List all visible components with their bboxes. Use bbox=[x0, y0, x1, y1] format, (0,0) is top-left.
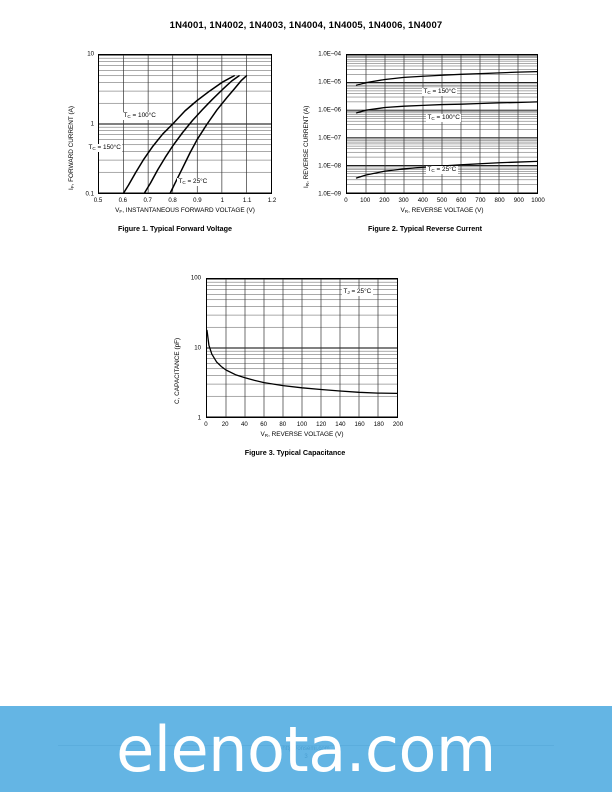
x-tick-label: 100 bbox=[296, 421, 308, 428]
x-tick-label: 0.9 bbox=[193, 197, 202, 204]
x-tick-label: 140 bbox=[335, 421, 346, 428]
y-tick-label: 1.0E–07 bbox=[318, 134, 341, 142]
x-tick-label: 160 bbox=[354, 421, 365, 428]
x-tick-label: 1000 bbox=[531, 197, 545, 204]
x-tick-label: 1.1 bbox=[242, 197, 252, 204]
x-tick-label: 180 bbox=[373, 421, 384, 428]
figure-3-x-ticks: 0 20 40 60 80 100 120 140 160 180 200 bbox=[204, 420, 403, 432]
figure-2-y-ticks: 1.0E–04 1.0E–05 1.0E–06 1.0E–07 1.0E–08 1.0E–… bbox=[308, 50, 343, 198]
y-tick-label: 1.0E–05 bbox=[318, 78, 341, 86]
x-tick-label: 120 bbox=[316, 421, 327, 428]
y-tick-label: 100 bbox=[190, 274, 201, 282]
figure-2-annotation-25c: TC = 25°C bbox=[426, 165, 458, 174]
figure-3-x-axis-label: VR, REVERSE VOLTAGE (V) bbox=[260, 431, 344, 439]
x-tick-label: 600 bbox=[456, 197, 467, 204]
figure-2-annotation-100c: TC = 100°C bbox=[426, 113, 462, 122]
x-tick-label: 200 bbox=[392, 421, 404, 428]
figure-1-x-ticks: 0.5 0.6 0.7 0.8 0.9 1 1.1 1.2 bbox=[94, 196, 276, 208]
x-tick-label: 0.8 bbox=[168, 197, 177, 204]
page-title: 1N4001, 1N4002, 1N4003, 1N4004, 1N4005, … bbox=[169, 20, 443, 31]
y-tick-label: 1.0E–09 bbox=[318, 190, 341, 198]
figure-2-caption: Figure 2. Typical Reverse Current bbox=[367, 224, 483, 233]
figure-1-typical-forward-voltage: 0.1 1 10 0.5 0.6 0.7 0.8 0.9 1 1.1 1.2 VF, INSTAN… bbox=[60, 46, 290, 246]
x-tick-label: 500 bbox=[436, 197, 448, 204]
x-tick-label: 200 bbox=[379, 197, 390, 204]
x-tick-label: 900 bbox=[513, 197, 524, 204]
x-tick-label: 1.2 bbox=[267, 197, 277, 204]
y-tick-label: 1.0E–06 bbox=[318, 106, 341, 114]
y-tick-label: 0.1 bbox=[85, 190, 94, 198]
y-tick-label: 10 bbox=[194, 344, 201, 352]
figure-2-x-axis-label: VR, REVERSE VOLTAGE (V) bbox=[400, 207, 484, 215]
x-tick-label: 40 bbox=[241, 421, 248, 428]
figure-1-y-axis-label: IF, FORWARD CURRENT (A) bbox=[68, 105, 76, 190]
figure-3-plot-area bbox=[206, 278, 398, 418]
x-tick-label: 0.6 bbox=[118, 197, 128, 204]
figure-1-caption: Figure 1. Typical Forward Voltage bbox=[118, 224, 232, 233]
figure-2-y-axis-label: IR, REVERSE CURRENT (A) bbox=[303, 105, 311, 188]
x-tick-label: 100 bbox=[360, 197, 371, 204]
figure-3-caption: Figure 3. Typical Capacitance bbox=[244, 448, 346, 457]
figure-1-annotation-25c: TC = 25°C bbox=[177, 177, 209, 186]
x-tick-label: 400 bbox=[417, 197, 428, 204]
y-tick-label: 1 bbox=[90, 120, 94, 128]
x-tick-label: 0 bbox=[344, 197, 348, 204]
watermark-band bbox=[0, 706, 612, 792]
x-tick-label: 0.5 bbox=[93, 197, 103, 204]
figure-2-typical-reverse-current: 1.0E–04 1.0E–05 1.0E–06 1.0E–07 1.0E–08 1.0E–… bbox=[300, 46, 550, 246]
figure-1-y-ticks: 0.1 1 10 bbox=[70, 50, 96, 198]
y-tick-label: 1.0E–08 bbox=[318, 162, 341, 170]
figure-1-x-axis-label: VF, INSTANTANEOUS FORWARD VOLTAGE (V) bbox=[115, 207, 255, 215]
figure-3-typical-capacitance: 100 10 1 0 20 40 60 80 100 120 140 160 180 200 VR, R… bbox=[170, 270, 420, 470]
y-tick-label: 10 bbox=[87, 50, 94, 58]
x-tick-label: 1 bbox=[220, 197, 224, 204]
figure-2-annotation-150c: TC = 150°C bbox=[422, 87, 458, 96]
x-tick-label: 60 bbox=[260, 421, 267, 428]
figure-1-annotation-100c: TC = 100°C bbox=[122, 111, 158, 120]
x-tick-label: 20 bbox=[221, 421, 229, 428]
y-tick-label: 1.0E–04 bbox=[318, 50, 341, 58]
x-tick-label: 700 bbox=[475, 197, 486, 204]
x-tick-label: 0.7 bbox=[143, 197, 152, 204]
figure-3-y-axis-label: C, CAPACITANCE (pF) bbox=[174, 337, 181, 404]
figure-2-x-ticks: 0 100 200 300 400 500 600 700 800 900 1000 bbox=[344, 196, 544, 208]
figure-1-plot-area bbox=[98, 54, 272, 194]
x-tick-label: 300 bbox=[398, 197, 409, 204]
figure-1-annotation-150c: TC = 150°C bbox=[87, 143, 123, 152]
figure-3-y-ticks: 100 10 1 bbox=[178, 274, 203, 422]
y-tick-label: 1 bbox=[197, 414, 201, 422]
watermark-text: elenota.com bbox=[116, 712, 496, 786]
x-tick-label: 80 bbox=[279, 421, 287, 428]
x-tick-label: 0 bbox=[204, 421, 208, 428]
x-tick-label: 800 bbox=[494, 197, 505, 204]
figure-3-annotation-tj25c: TJ = 25°C bbox=[342, 287, 373, 296]
